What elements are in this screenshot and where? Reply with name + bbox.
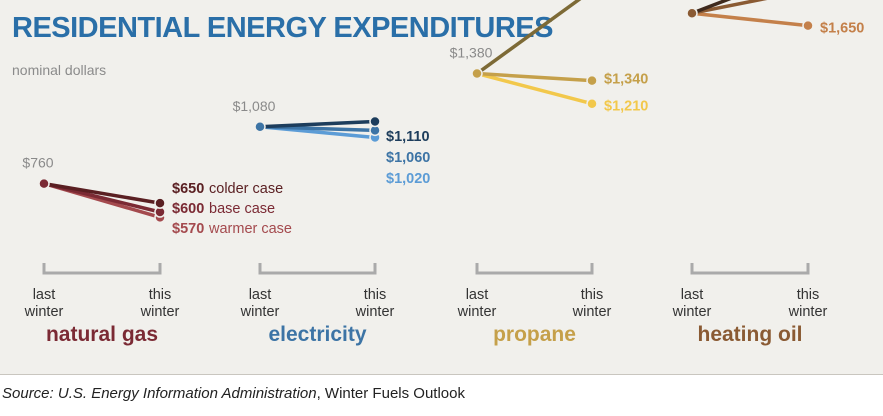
start-point-propane	[471, 67, 483, 80]
slope-line-heating-oil-base-case	[690, 0, 768, 15]
source-publication: , Winter Fuels Outlook	[316, 385, 465, 402]
axis-bracket-heating-oil	[690, 263, 810, 275]
group-electricity: last winter this winter electricity $1,080 $1,…	[233, 98, 431, 346]
group-name-natural-gas: natural gas	[46, 323, 158, 346]
end-point-natural-gas-colder-case	[154, 197, 166, 209]
start-label-propane: $1,380	[450, 45, 493, 61]
period-label-this-winter: this winter	[140, 287, 180, 320]
case-label-colder-case: colder case	[209, 181, 283, 197]
slope-line-electricity-colder-case	[258, 119, 377, 129]
start-point-electricity	[254, 121, 266, 133]
slope-line-heating-oil-warmer-case	[690, 11, 810, 28]
value-label-heating-oil-warmer-case: $1,650	[820, 21, 864, 37]
value-label-natural-gas-base-case: $600	[172, 201, 204, 217]
end-point-propane-warmer-case	[586, 97, 598, 110]
chart-title: RESIDENTIAL ENERGY EXPENDITURES	[12, 12, 553, 44]
chart-subtitle: nominal dollars	[12, 62, 107, 78]
period-label-this-winter: this winter	[572, 287, 612, 320]
slope-line-propane-base-case	[475, 71, 594, 83]
slope-line-natural-gas-colder-case	[42, 181, 162, 205]
group-name-electricity: electricity	[268, 323, 366, 346]
period-label-this-winter: this winter	[355, 287, 395, 320]
source-agency: Source: U.S. Energy Information Administ…	[2, 385, 317, 402]
value-label-electricity-base-case: $1,060	[386, 150, 430, 166]
period-label-this-winter: this winter	[788, 287, 828, 320]
end-point-electricity-colder-case	[369, 115, 381, 128]
axis-bracket-propane	[475, 263, 594, 275]
slope-line-propane-warmer-case	[475, 71, 594, 106]
start-label-natural-gas: $760	[22, 155, 53, 171]
group-name-propane: propane	[493, 323, 576, 346]
axis-bracket-natural-gas	[42, 263, 162, 275]
end-point-heating-oil-warmer-case	[802, 19, 814, 32]
period-label-last-winter: last winter	[457, 287, 497, 320]
case-label-warmer-case: warmer case	[208, 221, 292, 237]
value-label-electricity-warmer-case: $1,020	[386, 171, 430, 187]
source-note: Source: U.S. Energy Information Administ…	[2, 385, 465, 402]
value-label-propane-warmer-case: $1,210	[604, 99, 648, 115]
value-label-natural-gas-warmer-case: $570	[172, 221, 204, 237]
start-point-natural-gas	[38, 177, 50, 190]
value-label-propane-base-case: $1,340	[604, 72, 648, 88]
axis-bracket-electricity	[258, 263, 377, 275]
period-label-last-winter: last winter	[672, 287, 712, 320]
slope-line-heating-oil-colder-case	[690, 0, 732, 15]
start-label-electricity: $1,080	[233, 98, 276, 114]
chart-panel	[0, 0, 883, 375]
period-label-last-winter: last winter	[24, 287, 64, 320]
value-label-natural-gas-colder-case: $650	[172, 181, 204, 197]
end-point-propane-base-case	[586, 74, 598, 87]
start-point-heating-oil	[686, 7, 698, 19]
group-propane: lastwinterthiswinterpropane$1,380$1,850$…	[450, 0, 648, 346]
group-natural-gas: last winter this winter natural gas $760 $650 c…	[22, 155, 292, 346]
period-label-last-winter: last winter	[240, 287, 280, 320]
slope-chart: last winter this winter natural gas $760 $650 c…	[22, 0, 864, 346]
slope-line-propane-colder-case	[475, 0, 582, 76]
group-name-heating-oil: heating oil	[698, 323, 803, 346]
value-label-electricity-colder-case: $1,110	[386, 129, 430, 145]
case-label-base-case: base case	[209, 201, 275, 217]
